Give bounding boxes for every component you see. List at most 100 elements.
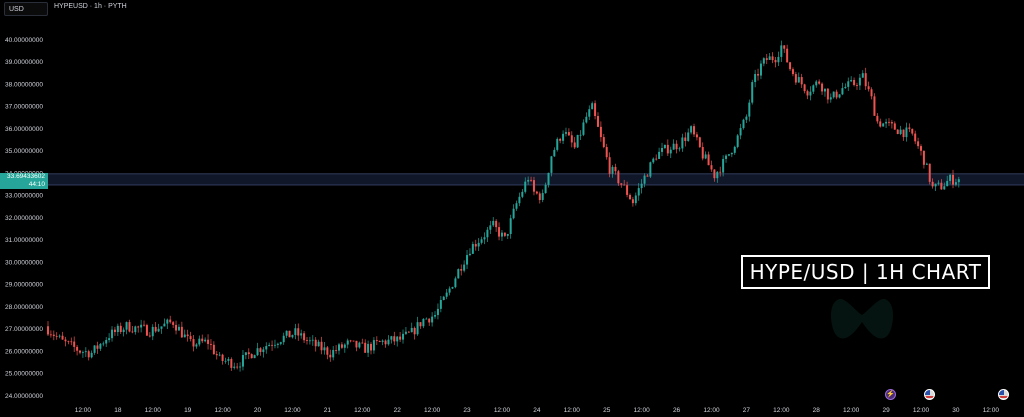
candle-up [416, 322, 419, 335]
candle-down [757, 74, 760, 76]
candle-up [550, 156, 553, 173]
candle-up [102, 343, 105, 345]
candle-down [474, 244, 477, 247]
candle-down [378, 340, 381, 342]
candle-up [716, 171, 719, 179]
candle-up [90, 352, 93, 358]
candle-down [614, 166, 617, 172]
candle-up [634, 195, 637, 204]
candle-up [431, 316, 434, 323]
candle-up [934, 183, 937, 187]
candle-up [422, 318, 425, 327]
candle-up [177, 326, 180, 331]
candle-down [952, 174, 955, 185]
lightning-icon[interactable]: ⚡ [885, 389, 896, 400]
candle-down [247, 352, 250, 355]
candle-down [853, 79, 856, 86]
candle-down [201, 338, 204, 342]
candle-down [631, 199, 634, 204]
candle-down [230, 359, 233, 368]
candle-up [108, 338, 111, 341]
candle-up [265, 346, 268, 350]
candle-down [864, 73, 867, 87]
candle-down [940, 182, 943, 190]
candle-down [70, 341, 73, 343]
candle-down [666, 144, 669, 154]
candle-up [233, 366, 236, 368]
candle-down [503, 232, 506, 236]
candle-up [279, 342, 282, 344]
candle-down [876, 115, 879, 122]
candle-up [652, 158, 655, 163]
candle-down [52, 334, 55, 336]
x-tick-label: 25 [603, 407, 611, 414]
y-tick-label: 30.00000000 [5, 259, 43, 266]
candle-down [538, 193, 541, 200]
candle-up [544, 184, 547, 194]
candle-down [79, 350, 82, 353]
candle-up [390, 336, 393, 340]
candle-down [87, 351, 90, 358]
candle-down [774, 60, 777, 63]
candle-up [343, 344, 346, 348]
x-tick-label: 12:00 [494, 407, 511, 414]
candle-down [623, 184, 626, 186]
candle-down [771, 56, 774, 61]
candle-down [602, 137, 605, 148]
x-tick-label: 23 [463, 407, 471, 414]
y-axis: 40.00000000 39.00000000 38.00000000 37.0000… [5, 37, 43, 400]
candle-down [620, 183, 623, 185]
candle-down [145, 325, 148, 336]
candle-up [506, 233, 509, 236]
candle-down [596, 115, 599, 127]
x-tick-label: 12:00 [703, 407, 720, 414]
candle-up [937, 182, 940, 184]
candles-layer [47, 40, 960, 372]
candle-down [922, 150, 925, 165]
candle-up [451, 287, 454, 289]
currency-selector[interactable]: USD [4, 2, 48, 16]
candle-down [326, 347, 329, 355]
x-tick-label: 12:00 [145, 407, 162, 414]
candle-up [957, 179, 960, 183]
candle-down [818, 81, 821, 84]
candle-down [55, 335, 58, 337]
us-flag-icon[interactable] [924, 389, 935, 400]
candle-down [870, 89, 873, 97]
candle-up [521, 191, 524, 197]
candle-down [207, 339, 210, 344]
x-tick-label: 19 [184, 407, 192, 414]
candle-down [646, 175, 649, 177]
x-tick-label: 12:00 [424, 407, 441, 414]
candle-down [47, 326, 49, 335]
candle-up [163, 323, 166, 327]
candle-down [128, 322, 131, 332]
price-range-band [0, 173, 1024, 185]
us-flag-icon[interactable] [998, 389, 1009, 400]
candle-down [76, 346, 79, 351]
candle-down [887, 121, 890, 123]
candle-up [553, 149, 556, 157]
candle-down [608, 157, 611, 174]
candle-up [640, 183, 643, 189]
candle-down [271, 344, 274, 346]
candle-down [698, 137, 701, 148]
y-tick-label: 24.00000000 [5, 393, 43, 400]
candle-down [914, 133, 917, 142]
y-tick-label: 25.00000000 [5, 371, 43, 378]
candle-up [402, 333, 405, 340]
candle-down [873, 96, 876, 116]
x-tick-label: 26 [673, 407, 681, 414]
y-tick-label: 35.00000000 [5, 148, 43, 155]
candle-up [268, 344, 271, 347]
x-tick-label: 29 [882, 407, 890, 414]
candle-up [157, 328, 160, 332]
x-tick-label: 12:00 [75, 407, 92, 414]
candle-up [457, 269, 460, 279]
candle-down [605, 147, 608, 158]
candle-down [890, 122, 893, 124]
candle-up [751, 82, 754, 103]
candle-up [58, 335, 61, 337]
candle-up [273, 344, 276, 346]
